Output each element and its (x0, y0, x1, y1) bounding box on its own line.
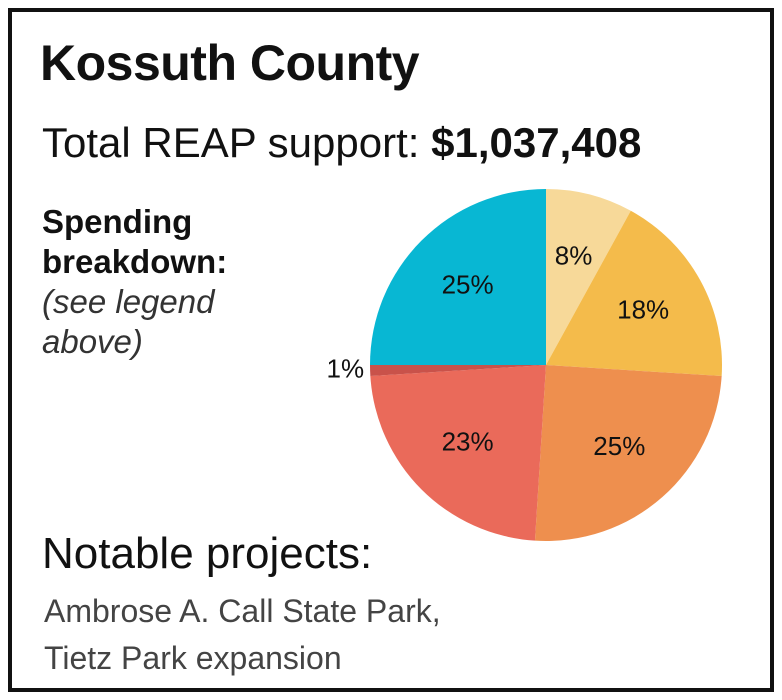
slice-label-2: 18% (617, 294, 669, 324)
pie-slice-5 (370, 365, 546, 377)
page-title: Kossuth County (40, 35, 420, 91)
card-frame (8, 8, 774, 692)
pie-slice-6 (370, 189, 546, 365)
breakdown-heading-line2: breakdown: (42, 243, 228, 280)
spending-breakdown: Spending breakdown: (see legend above) (42, 202, 227, 362)
total-support-label: Total REAP support: (42, 119, 432, 166)
total-support-amount: $1,037,408 (431, 119, 642, 166)
pie-slice-4 (370, 365, 546, 541)
pie-slice-1 (546, 189, 631, 365)
slice-label-1: 8% (555, 240, 593, 270)
pie-slice-3 (534, 365, 722, 541)
slice-label-6: 25% (442, 269, 494, 299)
total-support: Total REAP support: $1,037,408 (42, 122, 641, 164)
project-item-2: Tietz Park expansion (44, 640, 342, 676)
slice-label-5: 1% (327, 354, 365, 384)
project-item-1: Ambrose A. Call State Park, (44, 593, 441, 629)
slice-label-4: 23% (442, 426, 494, 456)
slice-label-3: 25% (593, 431, 645, 461)
breakdown-heading-line1: Spending (42, 203, 193, 240)
pie-slice-2 (546, 210, 722, 377)
legend-note-line2: above) (42, 323, 143, 360)
notable-projects-heading: Notable projects: (42, 529, 373, 578)
legend-note-line1: (see legend (42, 283, 215, 320)
